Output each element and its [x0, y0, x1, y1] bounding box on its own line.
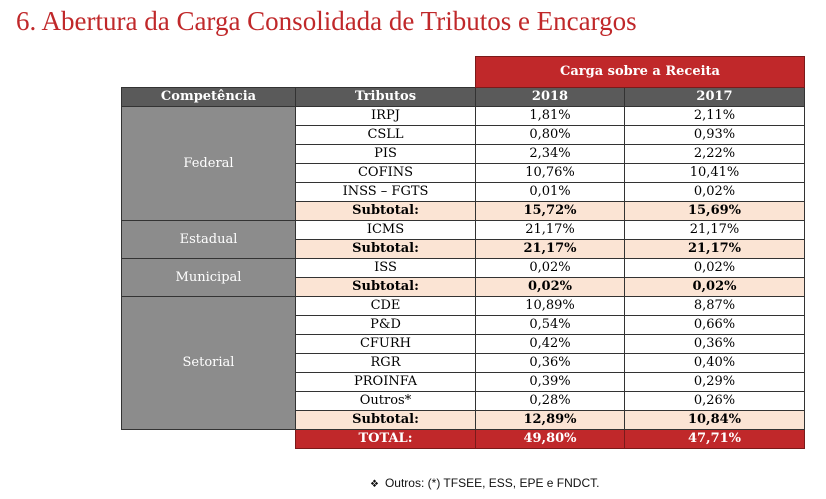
value-2018-cell: 0,28% — [475, 391, 625, 411]
total-2017: 47,71% — [624, 429, 805, 449]
competencia-group-label: Federal — [121, 106, 296, 221]
value-2017-cell: 0,02% — [624, 182, 805, 202]
value-2018-cell: 10,76% — [475, 163, 625, 183]
subtotal-2017: 21,17% — [624, 239, 805, 259]
subtotal-row: Subtotal: 0,02% 0,02% — [122, 277, 805, 297]
diamond-bullet-icon: ❖ — [370, 479, 379, 490]
tax-name-cell: CDE — [295, 296, 476, 316]
value-2017-cell: 0,29% — [624, 372, 805, 392]
table-row: Federal IRPJ 1,81% 2,11% — [121, 106, 805, 221]
table-row: Outros* 0,28% 0,26% — [122, 391, 805, 411]
subtotal-label: Subtotal: — [295, 277, 476, 297]
revenue-burden-header: Carga sobre a Receita — [475, 56, 805, 88]
value-2018-cell: 0,80% — [475, 125, 625, 145]
subtotal-label: Subtotal: — [295, 410, 476, 430]
value-2018-cell: 0,54% — [475, 315, 625, 335]
tax-name-cell: COFINS — [295, 163, 476, 183]
subtotal-2017: 0,02% — [624, 277, 805, 297]
header-competencia: Competência — [121, 87, 296, 107]
value-2018-cell: 0,02% — [475, 258, 625, 278]
footnote-text: Outros: (*) TFSEE, ESS, EPE e FNDCT. — [384, 476, 600, 490]
total-2018: 49,80% — [475, 429, 625, 449]
value-2017-cell: 0,66% — [624, 315, 805, 335]
value-2017-cell: 0,36% — [624, 334, 805, 354]
tax-name-cell: IRPJ — [295, 106, 476, 126]
table-row: Municipal ISS 0,02% 0,02% — [121, 258, 805, 297]
table-row: RGR 0,36% 0,40% — [122, 353, 805, 373]
value-2018-cell: 1,81% — [475, 106, 625, 126]
value-2018-cell: 0,01% — [475, 182, 625, 202]
tax-name-cell: CFURH — [295, 334, 476, 354]
subtotal-row: Subtotal: 15,72% 15,69% — [122, 201, 805, 221]
tax-name-cell: RGR — [295, 353, 476, 373]
subtotal-2018: 12,89% — [475, 410, 625, 430]
table-row: P&D 0,54% 0,66% — [122, 315, 805, 335]
header-tributos: Tributos — [295, 87, 476, 107]
tax-burden-table: Carga sobre a Receita Competência Tribut… — [121, 56, 805, 449]
value-2017-cell: 0,02% — [624, 258, 805, 278]
subtotal-row: Subtotal: 21,17% 21,17% — [122, 239, 805, 259]
tax-name-cell: ICMS — [295, 220, 476, 240]
table-row: INSS – FGTS 0,01% 0,02% — [122, 182, 805, 202]
competencia-group-label: Estadual — [121, 220, 296, 259]
subtotal-2018: 0,02% — [475, 277, 625, 297]
competencia-group-label: Municipal — [121, 258, 296, 297]
value-2017-cell: 0,26% — [624, 391, 805, 411]
tax-name-cell: ISS — [295, 258, 476, 278]
value-2017-cell: 0,93% — [624, 125, 805, 145]
table-row: PIS 2,34% 2,22% — [122, 144, 805, 164]
total-label: TOTAL: — [295, 429, 476, 449]
value-2018-cell: 10,89% — [475, 296, 625, 316]
table-row: Setorial CDE 10,89% 8,87% — [121, 296, 805, 430]
value-2018-cell: 21,17% — [475, 220, 625, 240]
table-row: CSLL 0,80% 0,93% — [122, 125, 805, 145]
value-2017-cell: 2,22% — [624, 144, 805, 164]
value-2018-cell: 2,34% — [475, 144, 625, 164]
table-row: CFURH 0,42% 0,36% — [122, 334, 805, 354]
value-2018-cell: 0,42% — [475, 334, 625, 354]
value-2017-cell: 21,17% — [624, 220, 805, 240]
subtotal-2018: 21,17% — [475, 239, 625, 259]
header-2018: 2018 — [475, 87, 625, 107]
subtotal-label: Subtotal: — [295, 201, 476, 221]
value-2018-cell: 0,39% — [475, 372, 625, 392]
footnote: ❖ Outros: (*) TFSEE, ESS, EPE e FNDCT. — [370, 476, 599, 490]
total-row: TOTAL: 49,80% 47,71% — [121, 429, 805, 449]
tax-name-cell: PIS — [295, 144, 476, 164]
column-header-row: Competência Tributos 2018 2017 — [121, 87, 805, 107]
value-2017-cell: 0,40% — [624, 353, 805, 373]
subtotal-row: Subtotal: 12,89% 10,84% — [122, 410, 805, 430]
subtotal-2018: 15,72% — [475, 201, 625, 221]
subtotal-label: Subtotal: — [295, 239, 476, 259]
value-2017-cell: 10,41% — [624, 163, 805, 183]
tax-name-cell: CSLL — [295, 125, 476, 145]
subtotal-2017: 15,69% — [624, 201, 805, 221]
subtotal-2017: 10,84% — [624, 410, 805, 430]
header-2017: 2017 — [624, 87, 805, 107]
tax-name-cell: P&D — [295, 315, 476, 335]
tax-name-cell: Outros* — [295, 391, 476, 411]
table-row: Estadual ICMS 21,17% 21,17% — [121, 220, 805, 259]
page-title: 6. Abertura da Carga Consolidada de Trib… — [16, 6, 637, 36]
competencia-group-label: Setorial — [121, 296, 296, 430]
value-2017-cell: 8,87% — [624, 296, 805, 316]
value-2017-cell: 2,11% — [624, 106, 805, 126]
tax-name-cell: PROINFA — [295, 372, 476, 392]
table-row: PROINFA 0,39% 0,29% — [122, 372, 805, 392]
tax-name-cell: INSS – FGTS — [295, 182, 476, 202]
value-2018-cell: 0,36% — [475, 353, 625, 373]
